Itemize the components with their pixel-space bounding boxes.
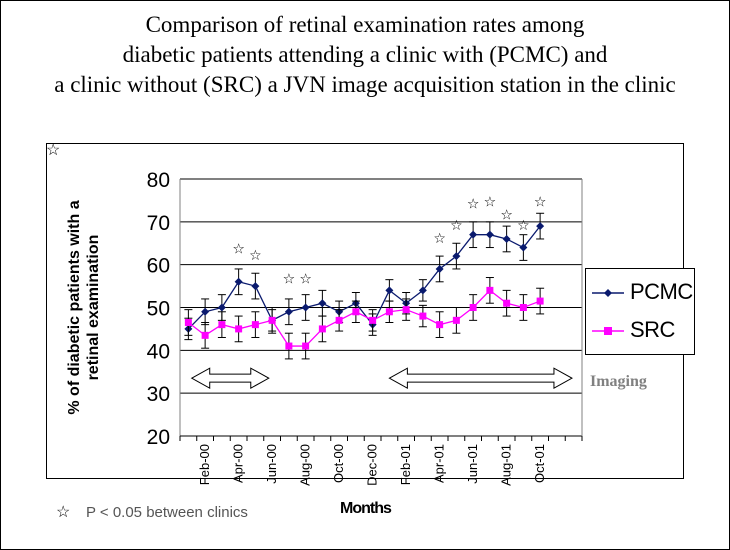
src-data-point <box>402 306 410 314</box>
significance-star-icon: ☆ <box>299 272 312 288</box>
src-data-point <box>519 304 527 311</box>
pcmc-data-point <box>385 286 394 295</box>
imaging-period-arrow <box>190 367 270 390</box>
pcmc-data-point <box>284 307 293 316</box>
src-data-point <box>218 321 226 329</box>
pcmc-data-point <box>469 230 478 239</box>
y-tick-label: 60 <box>147 255 170 278</box>
src-data-point <box>452 316 460 324</box>
significance-star-icon: ☆ <box>232 242 245 258</box>
significance-star-icon: ☆ <box>450 218 463 234</box>
src-data-point <box>184 318 192 326</box>
legend-pcmc-marker-icon <box>592 289 624 297</box>
x-tick-label: Jun-01 <box>465 444 480 484</box>
significance-star-icon: ☆ <box>249 248 262 264</box>
src-data-point <box>469 304 477 311</box>
pcmc-data-point <box>536 222 545 231</box>
src-data-point <box>251 321 259 329</box>
src-data-point <box>536 297 544 305</box>
src-data-point <box>385 308 393 316</box>
src-data-point <box>436 321 444 329</box>
src-data-point <box>503 299 511 307</box>
legend-src-marker-icon <box>592 327 624 335</box>
significance-star-icon: ☆ <box>433 231 446 247</box>
pcmc-data-point <box>301 303 310 312</box>
x-tick-label: Oct-01 <box>532 444 547 483</box>
pcmc-data-point <box>435 264 444 273</box>
legend-item-pcmc: PCMC <box>590 277 694 307</box>
corner-star-icon: ☆ <box>46 142 61 159</box>
src-series-line <box>187 289 541 347</box>
pcmc-data-point <box>234 277 243 286</box>
pcmc-data-point <box>201 307 210 316</box>
y-tick-label: 40 <box>147 340 170 363</box>
x-tick-label: Aug-01 <box>499 444 514 486</box>
src-data-point <box>318 325 326 333</box>
pcmc-data-point <box>251 282 260 291</box>
x-tick-label: Feb-00 <box>197 444 212 485</box>
title-line-2: diabetic patients attending a clinic wit… <box>122 42 608 67</box>
significance-star-icon: ☆ <box>283 272 296 288</box>
x-tick-label: Feb-01 <box>398 444 413 485</box>
legend-label-src: SRC <box>630 317 675 342</box>
x-tick-label: Jun-00 <box>264 444 279 484</box>
x-tick-label: Apr-01 <box>432 444 447 483</box>
src-data-point <box>235 325 243 333</box>
pcmc-series-line <box>187 225 541 330</box>
pcmc-data-point <box>485 230 494 239</box>
x-tick-label: Apr-00 <box>231 444 246 483</box>
x-tick-label: Aug-00 <box>298 444 313 486</box>
footnote-text: P < 0.05 between clinics <box>86 504 248 521</box>
pcmc-data-point <box>502 234 511 243</box>
pcmc-data-point <box>318 299 327 308</box>
x-tick-label: Dec-00 <box>365 444 380 486</box>
src-data-point <box>268 316 276 324</box>
src-data-point <box>486 286 494 294</box>
chart-title: Comparison of retinal examination rates … <box>0 10 730 100</box>
significance-star-icon: ☆ <box>500 207 513 223</box>
src-data-point <box>419 312 427 320</box>
legend-label-pcmc: PCMC <box>630 279 693 304</box>
y-tick-label: 50 <box>147 298 170 321</box>
significance-star-icon: ☆ <box>484 194 497 210</box>
x-tick-label: Oct-00 <box>331 444 346 483</box>
y-tick-label: 30 <box>147 383 170 406</box>
title-line-3: a clinic without (SRC) a JVN image acqui… <box>54 72 676 97</box>
src-data-point <box>352 308 360 316</box>
src-data-point <box>302 342 310 350</box>
y-axis-label-line: % of diabetic patients with a <box>66 200 83 414</box>
significance-star-icon: ☆ <box>534 194 547 210</box>
x-axis-label: Months <box>340 500 392 517</box>
imaging-period-arrow <box>388 367 573 390</box>
y-tick-label: 80 <box>147 169 170 192</box>
src-data-point <box>285 342 293 350</box>
src-data-point <box>201 331 209 339</box>
title-line-1: Comparison of retinal examination rates … <box>145 12 585 37</box>
src-data-point <box>369 316 377 324</box>
pcmc-data-point <box>418 286 427 295</box>
y-tick-label: 20 <box>147 426 170 449</box>
footnote-star-icon: ☆ <box>56 504 71 521</box>
legend-item-src: SRC <box>590 315 694 345</box>
y-axis-label-line: retinal examination <box>85 235 102 381</box>
src-data-point <box>335 316 343 324</box>
pcmc-data-point <box>519 243 528 252</box>
y-tick-label: 70 <box>147 212 170 235</box>
imaging-label: Imaging <box>590 373 647 390</box>
pcmc-data-point <box>217 303 226 312</box>
significance-star-icon: ☆ <box>517 218 530 234</box>
legend: PCMC SRC <box>585 268 695 355</box>
significance-star-icon: ☆ <box>467 197 480 213</box>
pcmc-data-point <box>452 252 461 261</box>
